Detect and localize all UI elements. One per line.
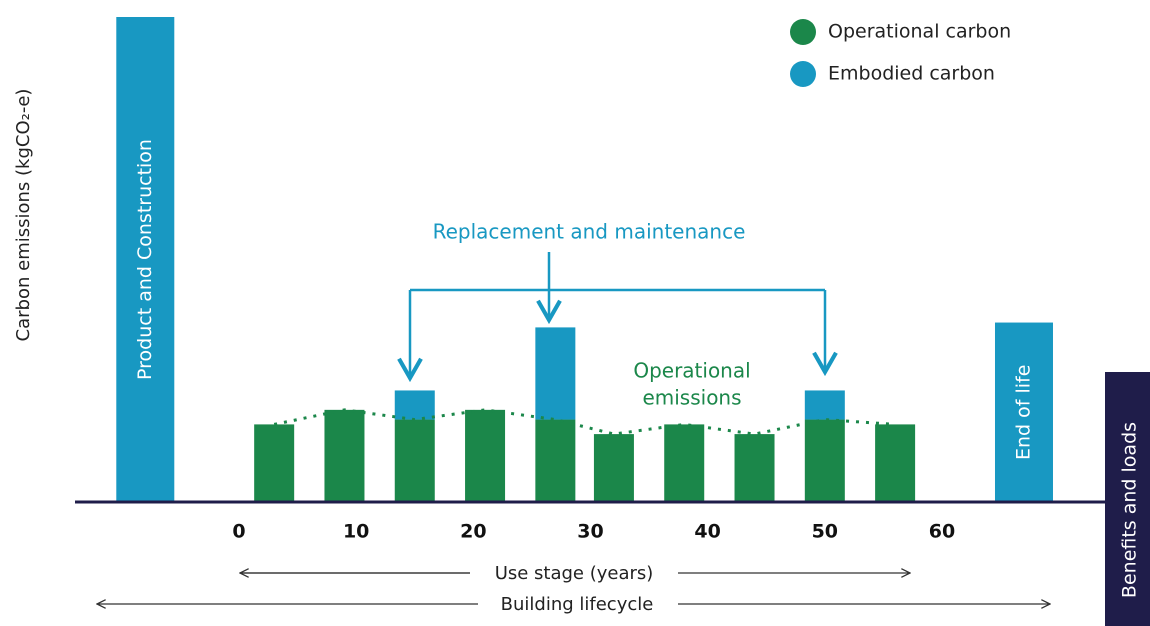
bar [535,419,576,502]
bar [394,390,435,420]
x-tick-label: 40 [694,521,720,543]
bar [324,409,365,502]
x-tick-label: 60 [929,521,955,543]
replacement-arrows [397,252,838,383]
stage-bar [116,17,175,502]
stage-label: End of life [1012,365,1034,460]
x-tick-label: 0 [232,521,245,543]
annotation: Operational [633,359,750,383]
bar [465,409,506,502]
legend-label: Operational carbon [828,21,1011,43]
legend-swatch [790,61,816,87]
bar [535,327,576,420]
bar [254,424,295,502]
use-stage-label: Use stage (years) [495,563,654,584]
legend-swatch [790,19,816,45]
legend: Operational carbon Embodied carbon [790,19,1011,87]
bar [394,419,435,502]
bar [804,390,845,420]
x-tick-label: 20 [460,521,486,543]
annotation: emissions [642,386,741,410]
bar [875,424,916,502]
bar [593,434,634,502]
bar [734,434,775,502]
benefits-label: Benefits and loads [1119,422,1141,598]
y-axis-label: Carbon emissions (kgCO₂-e) [13,89,34,342]
x-tick-label: 10 [343,521,369,543]
x-tick-label: 30 [577,521,603,543]
stage-label: Product and Construction [134,139,156,380]
bar [804,419,845,502]
x-tick-label: 50 [812,521,838,543]
bar [664,424,705,502]
operational-trend [273,408,896,436]
marks: Product and Construction End of life [116,17,1053,502]
annotation: Replacement and maintenance [433,220,746,244]
stage-bar [994,322,1053,502]
lifecycle-label: Building lifecycle [501,594,654,615]
legend-label: Embodied carbon [828,63,995,85]
benefits-box [1105,372,1150,626]
